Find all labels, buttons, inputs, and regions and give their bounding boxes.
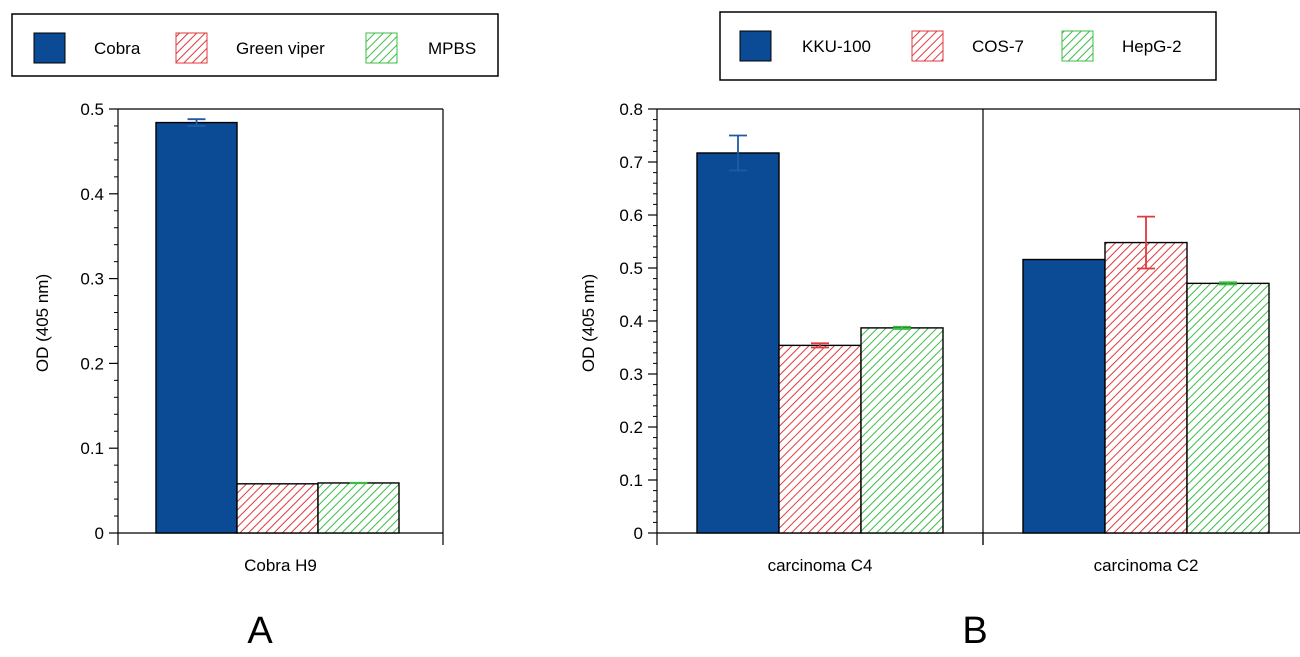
y-tick-label: 0.7 [619,153,643,172]
legend-box [11,13,499,77]
panel-b: KKU-100 COS-7 HepG-2 OD (405 nm) 0 0.1 0.2 0.… [579,11,1300,652]
y-tick-label: 0.2 [619,418,643,437]
y-tick-label: 0 [95,524,104,543]
legend: Cobra Green viper MPBS [33,32,476,64]
bar [317,482,400,534]
y-tick-label: 0.5 [619,259,643,278]
y-axis-label: OD (405 nm) [579,274,598,372]
bar [236,483,319,534]
y-axis-label: OD (405 nm) [33,274,52,372]
y-tick-label: 0.4 [619,312,643,331]
x-tick-label: Cobra H9 [244,556,317,575]
legend-label: HepG-2 [1122,37,1182,56]
plot-area: 0 0.1 0.2 0.3 0.4 0.5 0.6 0.7 0.8 carcinoma C4 car… [619,100,1300,575]
y-tick-label: 0.4 [80,185,104,204]
panel-a: Cobra Green viper MPBS OD (405 nm) 0 0.1 0.2… [11,13,499,652]
bar [1022,258,1106,534]
y-tick-label: 0.1 [80,439,104,458]
y-tick-label: 0 [634,524,643,543]
legend-label: COS-7 [972,37,1024,56]
legend-label: Green viper [236,39,325,58]
legend-swatch [175,32,208,64]
legend-swatch [739,30,772,62]
bar [778,344,862,534]
legend-swatch [33,32,66,64]
y-tick-label: 0.2 [80,354,104,373]
panel-label: A [247,610,273,652]
bar [860,327,944,534]
panel-label: B [962,610,987,652]
y-tick-label: 0.3 [619,365,643,384]
legend-label: MPBS [428,39,476,58]
legend-swatch [365,32,398,64]
y-tick-label: 0.6 [619,206,643,225]
y-tick-label: 0.8 [619,100,643,119]
legend-swatch [911,30,944,62]
x-tick-label: carcinoma C2 [1094,556,1199,575]
bar [1186,282,1270,534]
legend-box [719,11,1217,81]
y-tick-label: 0.5 [80,100,104,119]
y-tick-label: 0.3 [80,270,104,289]
legend-swatch [1061,30,1094,62]
bar [155,121,238,534]
legend-label: KKU-100 [802,37,871,56]
plot-area: 0 0.1 0.2 0.3 0.4 0.5 Cobra H9 [80,100,444,575]
bar [696,152,780,534]
legend-label: Cobra [94,39,141,58]
legend: KKU-100 COS-7 HepG-2 [739,30,1182,62]
x-tick-label: carcinoma C4 [768,556,873,575]
bar [1104,241,1188,534]
y-tick-label: 0.1 [619,471,643,490]
